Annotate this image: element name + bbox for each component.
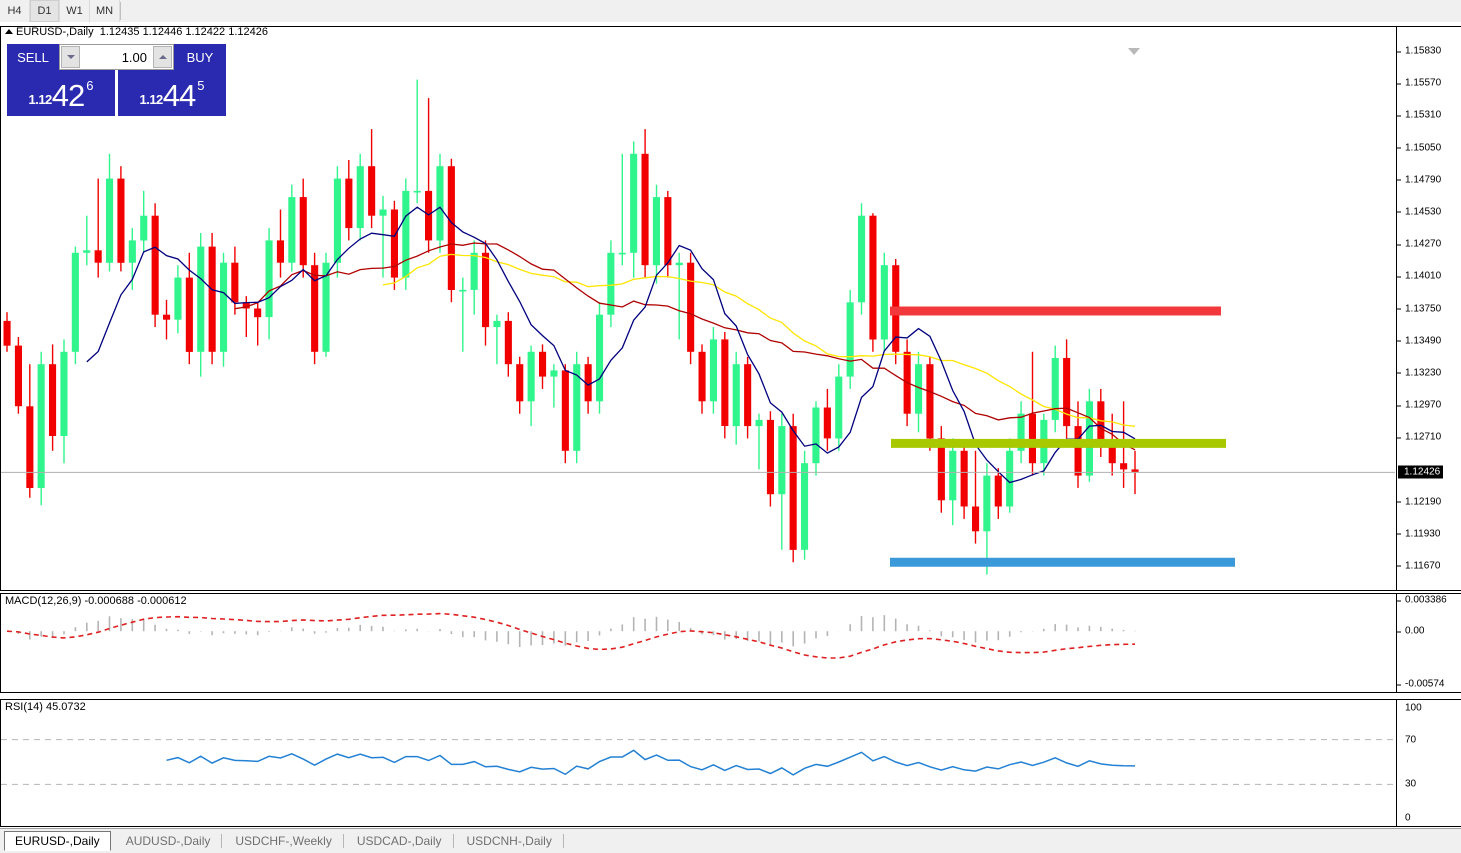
timeframe-toolbar: H4 D1 W1 MN <box>0 0 1461 23</box>
price-tick-label: 1.14270 <box>1397 239 1441 250</box>
sell-button[interactable]: SELL <box>7 44 59 70</box>
tab-eurusd-daily[interactable]: EURUSD-,Daily <box>4 831 111 851</box>
price-tick-label: 1.13750 <box>1397 303 1441 314</box>
sell-price-quote[interactable]: 1.1242 6 <box>7 70 115 116</box>
timeframe-d1[interactable]: D1 <box>30 0 60 22</box>
timeframe-w1[interactable]: W1 <box>60 0 90 22</box>
price-tick-label: 1.15570 <box>1397 78 1441 89</box>
buy-button[interactable]: BUY <box>174 44 226 70</box>
tab-divider <box>452 834 454 848</box>
rsi-tick-label: 70 <box>1405 734 1417 746</box>
macd-tick-label: -0.00574 <box>1397 679 1444 690</box>
tab-usdcnh-daily[interactable]: USDCNH-,Daily <box>466 834 552 848</box>
price-tick-label: 1.11670 <box>1397 560 1440 571</box>
price-tick-label: 1.14010 <box>1397 271 1441 282</box>
collapse-triangle-icon[interactable] <box>5 28 13 34</box>
trade-panel-quotes-row: 1.1242 6 1.1244 5 <box>7 70 226 116</box>
volume-input[interactable]: 1.00 <box>81 45 152 69</box>
timeframe-mn[interactable]: MN <box>90 0 120 22</box>
price-axis[interactable]: 1.15830 1.15570 1.15310 1.15050 1.14790 1.145… <box>1396 26 1461 591</box>
rsi-axis: 100 70 30 0 <box>1396 699 1461 827</box>
trade-panel-top-row: SELL 1.00 BUY <box>7 44 226 70</box>
buy-price-fraction: 5 <box>197 78 205 93</box>
price-tick-label: 1.15310 <box>1397 110 1441 121</box>
chevron-down-icon <box>66 55 75 59</box>
macd-indicator-pane[interactable] <box>0 593 1396 693</box>
tab-usdcad-daily[interactable]: USDCAD-,Daily <box>356 834 442 848</box>
volume-decrease-button[interactable] <box>61 46 80 68</box>
chart-workspace: EURUSD-,Daily 1.12435 1.12446 1.12422 1.… <box>0 22 1461 850</box>
macd-label: MACD(12,26,9) -0.000688 -0.000612 <box>5 595 187 607</box>
tab-divider <box>342 834 344 848</box>
toolbar-divider <box>120 2 121 20</box>
one-click-trading-panel[interactable]: SELL 1.00 BUY 1.1242 6 1.1244 5 <box>7 44 226 116</box>
rsi-tick-label: 0 <box>1405 812 1411 824</box>
sell-price-big: 42 <box>51 78 85 113</box>
rsi-canvas <box>1 739 1395 785</box>
timeframe-h4[interactable]: H4 <box>0 0 30 22</box>
buy-price-prefix: 1.12 <box>139 92 163 107</box>
macd-axis: 0.003386 0.00 -0.00574 <box>1396 593 1461 693</box>
rsi-indicator-pane[interactable] <box>0 699 1396 827</box>
price-tick-label: 1.14530 <box>1397 206 1441 217</box>
macd-canvas <box>6 612 1136 659</box>
price-tick-label: 1.12970 <box>1397 400 1441 411</box>
price-tick-label: 1.11930 <box>1397 528 1440 539</box>
price-tick-label: 1.12710 <box>1397 432 1441 443</box>
macd-tick-label: 0.00 <box>1397 626 1424 637</box>
price-tick-label: 1.15050 <box>1397 142 1441 153</box>
tab-usdchf-weekly[interactable]: USDCHF-,Weekly <box>235 834 332 848</box>
rsi-label: RSI(14) 45.0732 <box>5 701 86 713</box>
price-chart-pane[interactable] <box>0 26 1396 591</box>
chart-tab-bar: EURUSD-,Daily AUDUSD-,Daily USDCHF-,Week… <box>0 828 1461 853</box>
chart-scroll-marker-icon[interactable] <box>1128 48 1140 55</box>
price-tick-label: 1.13490 <box>1397 335 1441 346</box>
rsi-tick-label: 100 <box>1405 702 1422 714</box>
symbol-text: EURUSD-,Daily <box>16 26 94 38</box>
price-tick-label: 1.13230 <box>1397 367 1441 378</box>
sell-price-prefix: 1.12 <box>28 92 52 107</box>
ohlc-text: 1.12435 1.12446 1.12422 1.12426 <box>99 26 268 38</box>
price-tick-label: 1.14790 <box>1397 174 1441 185</box>
chart-symbol-label: EURUSD-,Daily 1.12435 1.12446 1.12422 1.… <box>5 26 268 38</box>
volume-stepper[interactable]: 1.00 <box>59 44 174 70</box>
price-scale-column[interactable]: 1.15830 1.15570 1.15310 1.15050 1.14790 1.145… <box>1396 26 1461 827</box>
sell-price-fraction: 6 <box>86 78 94 93</box>
tab-divider <box>562 834 564 848</box>
price-tick-label: 1.12190 <box>1397 496 1441 507</box>
tab-audusd-daily[interactable]: AUDUSD-,Daily <box>125 834 211 848</box>
tab-divider <box>221 834 223 848</box>
price-chart-canvas <box>1 79 1395 575</box>
volume-increase-button[interactable] <box>153 46 172 68</box>
rsi-tick-label: 30 <box>1405 778 1417 790</box>
price-tick-label: 1.15830 <box>1397 46 1441 57</box>
buy-price-big: 44 <box>162 78 196 113</box>
macd-tick-label: 0.003386 <box>1397 595 1447 606</box>
chevron-up-icon <box>158 55 167 59</box>
current-price-marker: 1.12426 <box>1398 465 1444 479</box>
buy-price-quote[interactable]: 1.1244 5 <box>118 70 226 116</box>
